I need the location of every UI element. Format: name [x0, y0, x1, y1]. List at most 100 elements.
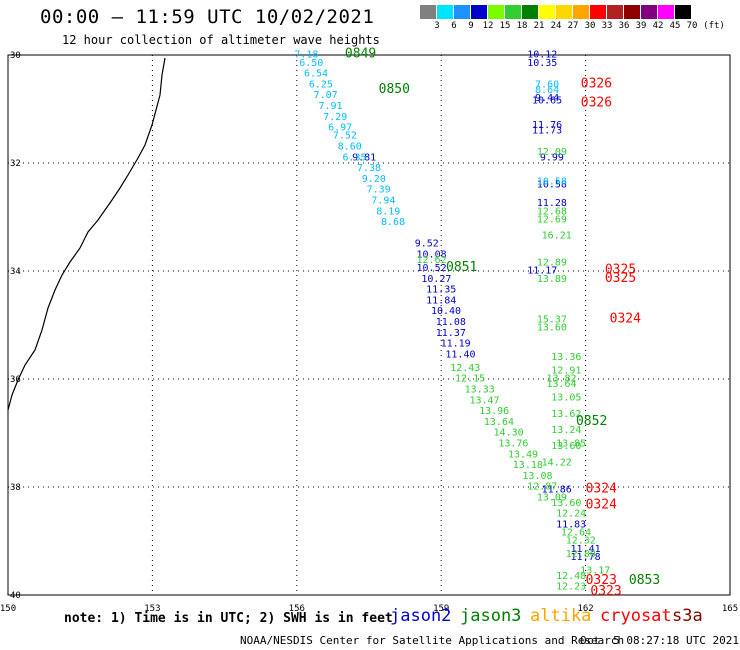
wave-height-label: 9.81 — [352, 152, 376, 163]
legend-tick-label: 70 — [686, 21, 698, 31]
legend-tick-label: 36 — [618, 21, 630, 31]
wave-height-label: 14.22 — [542, 457, 572, 468]
wave-height-label: 11.40 — [445, 349, 475, 360]
legend-tick-label: 39 — [635, 21, 647, 31]
wave-height-label: 12.15 — [455, 374, 485, 385]
wave-height-label: 12.48 — [556, 571, 586, 582]
time-label: 0325 — [605, 263, 636, 278]
wave-height-label: 15.37 — [537, 314, 567, 325]
wave-height-label: 10.65 — [532, 96, 562, 107]
wave-height-label: 6.50 — [299, 58, 323, 69]
y-tick-label: 34 — [10, 267, 21, 277]
wave-height-label: 12.43 — [450, 363, 480, 374]
wave-height-label: 13.89 — [537, 274, 567, 285]
wave-height-label: 8.68 — [381, 217, 405, 228]
wave-height-label: 12.32 — [566, 536, 596, 547]
legend-tick-label: 3 — [434, 21, 440, 31]
wave-height-label: 11.76 — [532, 120, 562, 131]
timestamp-text: Oct 5 08:27:18 UTC 2021 — [580, 634, 739, 647]
wave-height-label: 13.17 — [580, 565, 610, 576]
wave-height-label: 10.58 — [537, 179, 567, 190]
wave-height-label: 13.60 — [537, 322, 567, 333]
legend-swatch — [522, 5, 539, 19]
wave-height-label: 6.54 — [304, 69, 328, 80]
time-label: 0850 — [379, 82, 410, 97]
time-label: 0324 — [586, 481, 617, 496]
legend-tick-label: 21 — [533, 21, 545, 31]
time-label: 0326 — [581, 95, 612, 110]
legend-tick-label: 42 — [652, 21, 664, 31]
x-tick-label: 150 — [0, 604, 16, 614]
satellite-label: jason3 — [460, 606, 522, 626]
x-tick-label: 159 — [433, 604, 449, 614]
wave-height-label: 7.91 — [318, 101, 342, 112]
legend-swatch — [420, 5, 437, 19]
legend-tick-label: 6 — [451, 21, 457, 31]
legend-tick-label: 15 — [499, 21, 511, 31]
wave-height-label: 6.25 — [309, 79, 333, 90]
color-legend: 3 6 9 12 15 18 21 24 27 30 33 36 39 42 45 70 (ft) — [420, 5, 740, 31]
x-tick-label: 165 — [722, 604, 738, 614]
wave-height-label: 12.23 — [556, 582, 586, 593]
wave-height-label: 13.36 — [551, 352, 581, 363]
legend-swatch — [539, 5, 556, 19]
satellite-label: s3a — [672, 606, 703, 626]
wave-height-label: 13.76 — [498, 439, 528, 450]
wave-height-label: 7.39 — [367, 185, 391, 196]
legend-tick-label: 30 — [584, 21, 596, 31]
legend-swatch — [641, 5, 658, 19]
time-label: 0323 — [586, 573, 617, 588]
time-label: 0853 — [629, 573, 660, 588]
time-label: 0325 — [605, 271, 636, 286]
wave-height-label: 9.52 — [415, 239, 439, 250]
wave-height-label: 13.60 — [551, 441, 581, 452]
wave-height-label: 11.41 — [571, 544, 601, 555]
wave-height-label: 10.35 — [527, 58, 557, 69]
time-label: 0323 — [590, 584, 621, 599]
legend-swatch — [437, 5, 454, 19]
wave-height-label: 9.99 — [540, 152, 564, 163]
wave-height-label: 13.60 — [551, 498, 581, 509]
legend-swatch — [675, 5, 692, 19]
wave-height-label: 13.09 — [537, 493, 567, 504]
wave-height-label: 12.68 — [537, 206, 567, 217]
wave-height-label: 8.19 — [376, 206, 400, 217]
legend-swatch — [454, 5, 471, 19]
legend-tick-label: 12 — [482, 21, 494, 31]
wave-height-label: 11.35 — [426, 285, 456, 296]
wave-height-label: 12.09 — [537, 147, 567, 158]
wave-height-label: 10.52 — [417, 263, 447, 274]
legend-swatch — [658, 5, 675, 19]
coastline — [7, 57, 166, 411]
wave-height-label: 13.47 — [469, 395, 499, 406]
wave-height-label: 12.91 — [551, 366, 581, 377]
satellite-label: altika — [530, 606, 592, 626]
wave-height-label: 14.30 — [494, 428, 524, 439]
wave-height-label: 7.29 — [323, 112, 347, 123]
wave-height-label: 13.85 — [556, 439, 586, 450]
wave-height-label: 6.97 — [328, 123, 352, 134]
legend-swatch — [505, 5, 522, 19]
credit-text: NOAA/NESDIS Center for Satellite Applica… — [240, 634, 625, 647]
wave-height-label: 12.24 — [556, 509, 586, 520]
x-tick-label: 153 — [144, 604, 160, 614]
y-tick-label: 38 — [10, 483, 21, 493]
wave-height-label: 8.60 — [338, 142, 362, 153]
wave-height-label: 12.64 — [561, 528, 591, 539]
legend-swatch — [573, 5, 590, 19]
legend-ticks: 3 6 9 12 15 18 21 24 27 30 33 36 39 42 45 70 (ft) — [420, 19, 740, 31]
y-tick-label: 32 — [10, 159, 21, 169]
legend-tick-label: 27 — [567, 21, 579, 31]
time-label: 0324 — [586, 498, 617, 513]
wave-height-label: 13.96 — [479, 406, 509, 417]
legend-swatch — [471, 5, 488, 19]
time-label: 0849 — [345, 47, 376, 62]
legend-swatches — [420, 5, 740, 19]
wave-height-label: 16.21 — [542, 231, 572, 242]
y-tick-label: 40 — [10, 591, 21, 601]
wave-height-label: 12.87 — [527, 482, 557, 493]
wave-height-label: 13.62 — [551, 409, 581, 420]
wave-height-label: 10.12 — [527, 50, 557, 61]
legend-swatch — [556, 5, 573, 19]
